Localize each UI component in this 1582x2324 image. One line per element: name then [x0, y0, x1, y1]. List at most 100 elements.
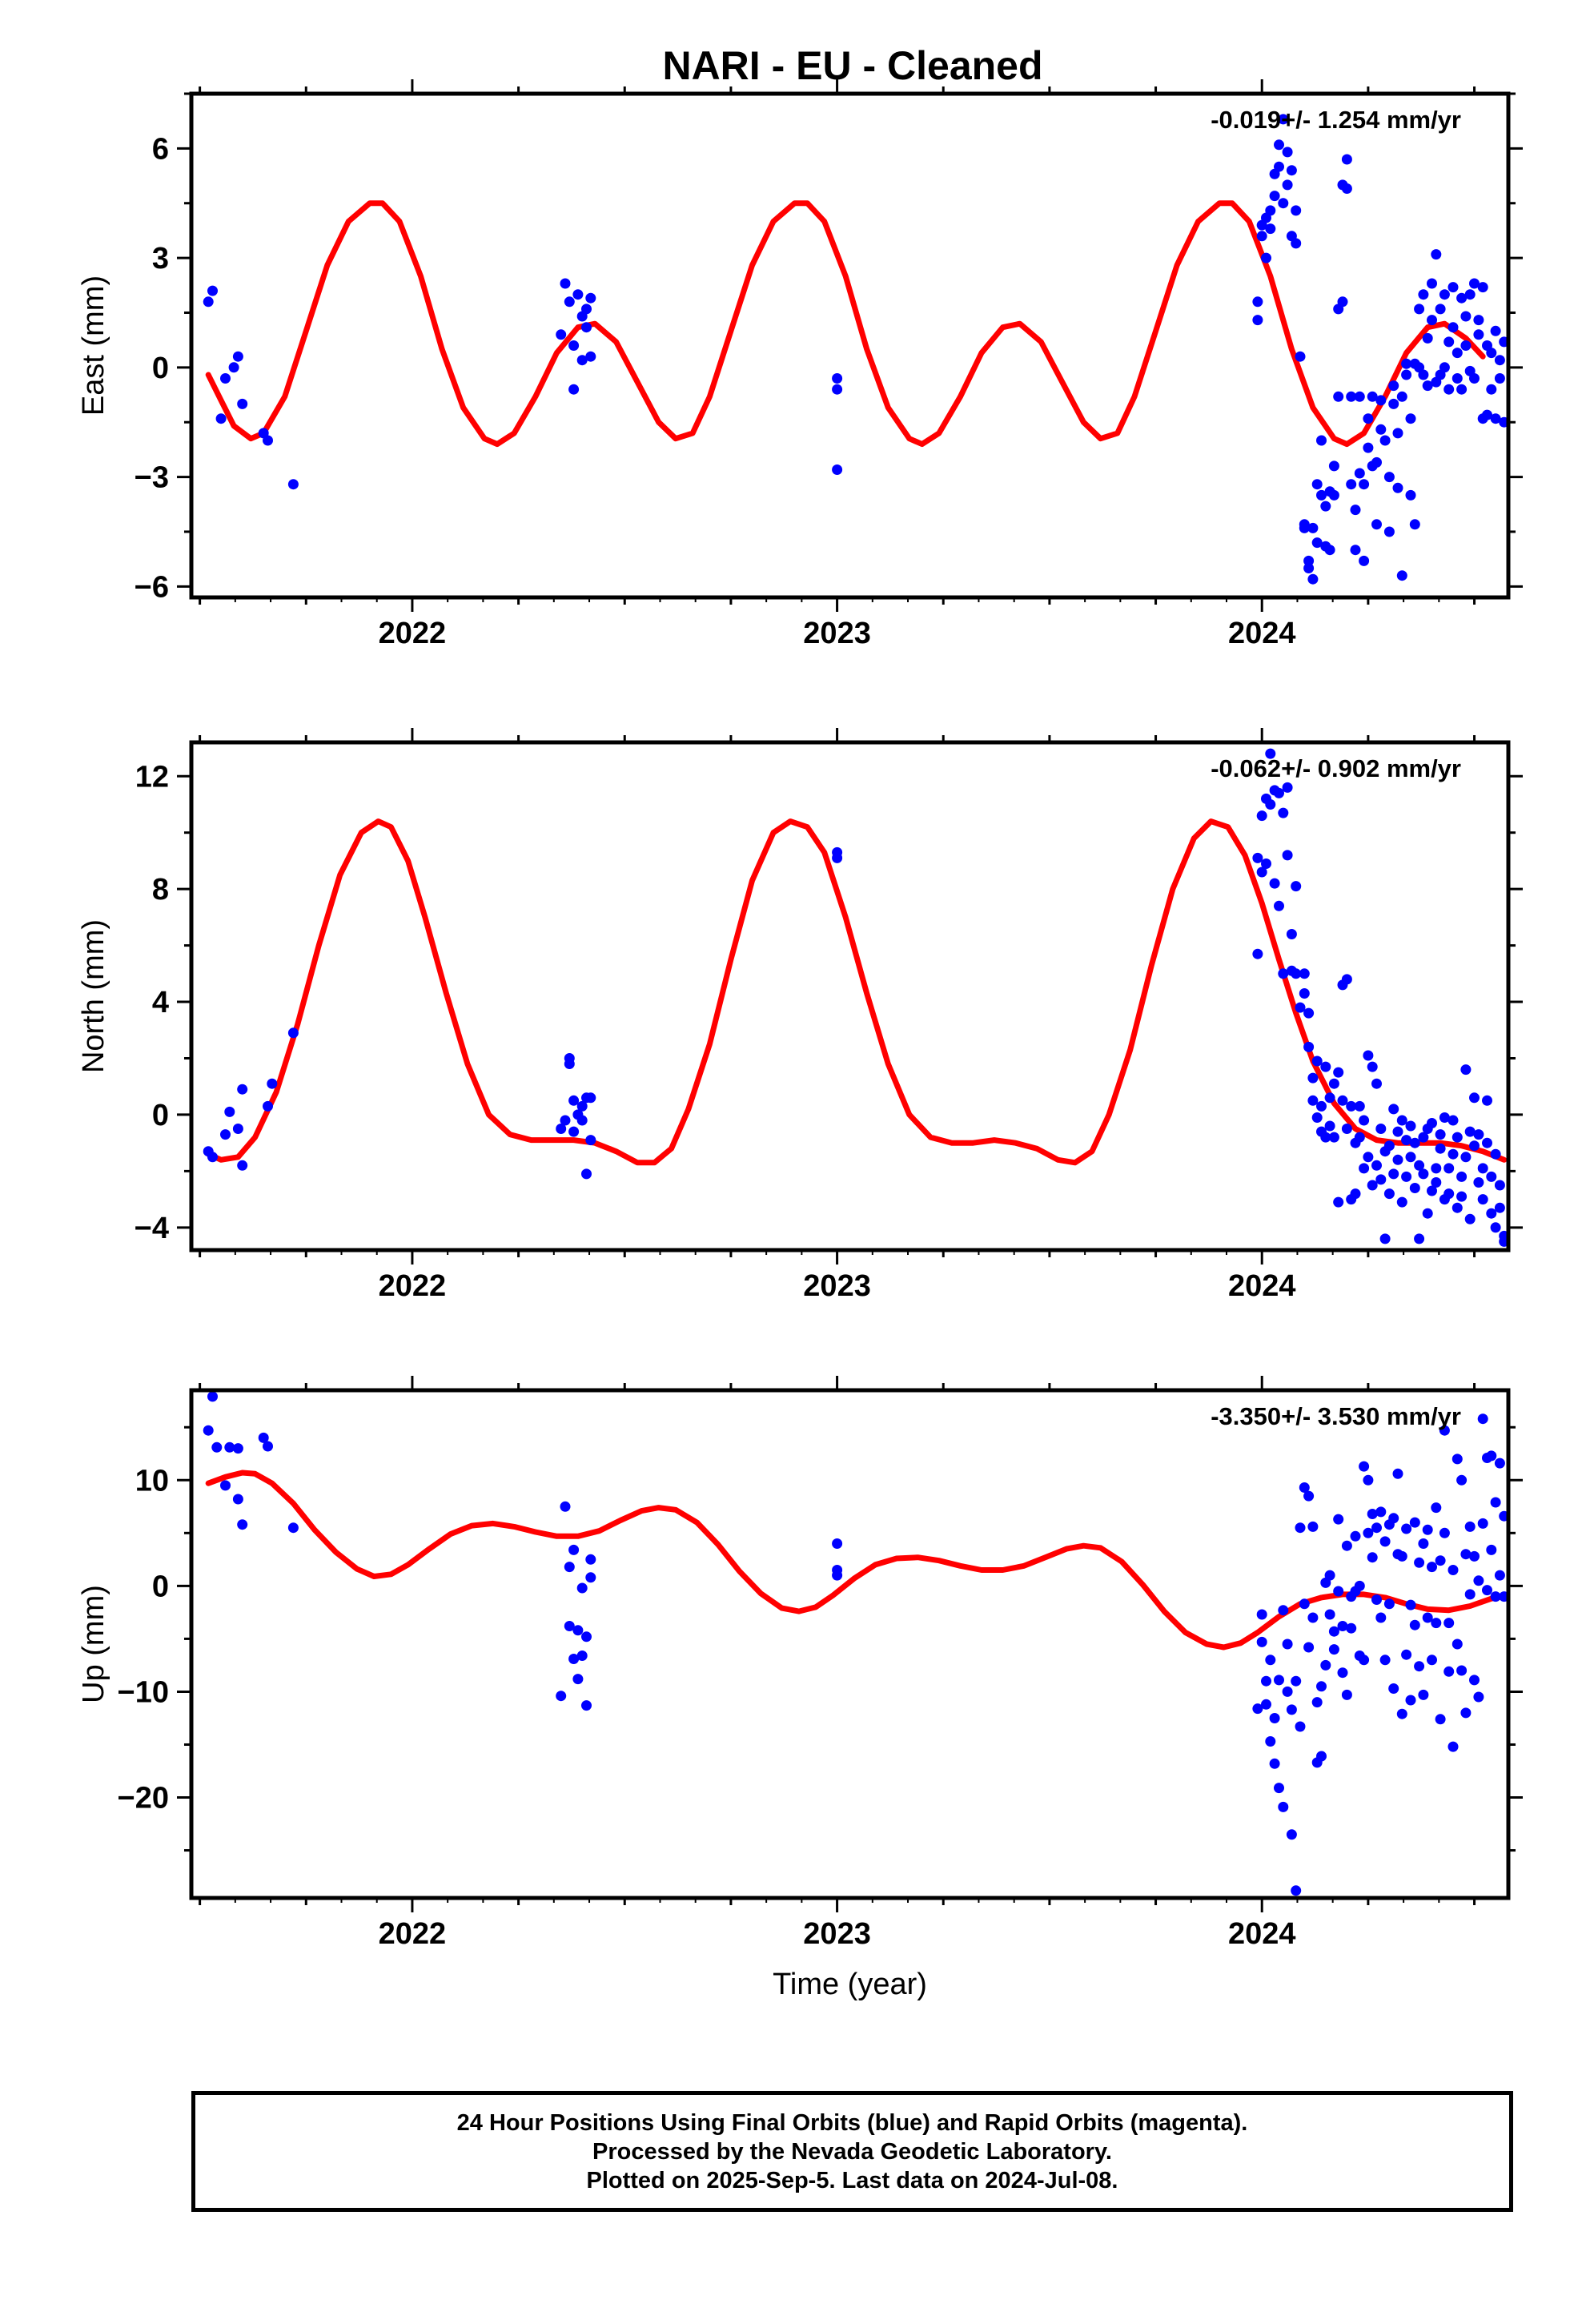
- east-data-point: [1307, 522, 1319, 533]
- up-data-point: [1278, 1801, 1289, 1812]
- up-data-point: [1354, 1580, 1365, 1591]
- up-data-point: [1490, 1591, 1501, 1602]
- east-data-point: [1494, 355, 1505, 366]
- north-data-point: [1256, 810, 1267, 822]
- north-data-point: [232, 1124, 243, 1134]
- up-data-point: [1346, 1622, 1357, 1634]
- east-data-point: [581, 304, 592, 315]
- up-data-point: [1477, 1413, 1488, 1425]
- north-data-point: [1359, 1163, 1370, 1174]
- up-data-point: [1379, 1536, 1391, 1547]
- up-data-point: [1499, 1591, 1508, 1602]
- east-data-point: [207, 285, 218, 296]
- east-data-point: [1269, 191, 1280, 202]
- north-data-point: [1333, 1196, 1344, 1208]
- east-xtick-label: 2024: [1228, 617, 1296, 650]
- east-data-point: [1274, 139, 1284, 151]
- north-data-point: [1452, 1202, 1463, 1213]
- east-data-point: [1499, 336, 1508, 348]
- up-data-point: [1375, 1612, 1387, 1623]
- north-data-point: [1252, 852, 1263, 863]
- north-panel: 2022 2023 2024 −4 0 4 8 12 North (mm) -0.062+/- 0…: [77, 728, 1523, 1303]
- up-data-point: [1418, 1538, 1429, 1549]
- east-data-point: [1311, 537, 1323, 549]
- east-ytick-label: −3: [135, 461, 169, 495]
- up-data-point: [1383, 1598, 1395, 1610]
- east-data-point: [1363, 442, 1374, 453]
- up-data-point: [1473, 1691, 1484, 1703]
- north-data-point: [1307, 1072, 1319, 1084]
- up-data-point: [1486, 1450, 1497, 1462]
- up-data-point: [568, 1544, 580, 1555]
- east-data-point: [1401, 369, 1412, 380]
- north-data-point: [1359, 1115, 1370, 1126]
- north-data-point: [1435, 1143, 1446, 1154]
- east-data-point: [576, 355, 588, 366]
- east-data-point: [1265, 223, 1276, 235]
- up-data-point: [1295, 1522, 1306, 1534]
- up-data-point: [1422, 1524, 1433, 1535]
- north-data-point: [1354, 1132, 1365, 1143]
- east-ytick-label: −6: [135, 570, 169, 604]
- up-xtick-label: 2024: [1228, 1917, 1296, 1951]
- up-data-point: [1427, 1655, 1437, 1666]
- north-data-point: [560, 1115, 571, 1126]
- east-data-point: [1324, 545, 1335, 556]
- east-data-point: [1469, 278, 1480, 289]
- up-rate-label: -3.350+/- 3.530 mm/yr: [1211, 1402, 1461, 1430]
- east-data-point: [1295, 351, 1306, 362]
- north-data-point: [564, 1059, 575, 1069]
- east-data-point: [1371, 519, 1382, 530]
- north-data-point: [1477, 1163, 1488, 1174]
- north-data-point: [1439, 1112, 1450, 1123]
- east-data-point: [1346, 479, 1357, 490]
- north-data-point: [1375, 1174, 1387, 1185]
- north-data-point: [1405, 1152, 1416, 1163]
- north-data-point: [1418, 1168, 1429, 1180]
- east-data-point: [1363, 413, 1374, 424]
- up-data-point: [832, 1538, 843, 1549]
- east-data-point: [581, 322, 592, 333]
- east-data-point: [215, 413, 227, 424]
- east-data-point: [1464, 289, 1476, 300]
- north-data-point: [237, 1084, 248, 1095]
- up-data-point: [556, 1691, 567, 1702]
- up-data-point: [1405, 1599, 1416, 1610]
- east-data-point: [1427, 315, 1437, 326]
- east-data-point: [1435, 304, 1446, 315]
- north-data-point: [1460, 1152, 1472, 1163]
- up-data-point: [1460, 1707, 1472, 1719]
- north-data-point: [1414, 1233, 1425, 1244]
- north-data-point: [1392, 1154, 1403, 1165]
- north-data-point: [576, 1100, 588, 1112]
- east-data-point: [1418, 289, 1429, 300]
- east-data-point: [1379, 435, 1391, 446]
- up-data-point: [581, 1631, 592, 1642]
- north-data-point: [1392, 1126, 1403, 1137]
- north-data-point: [1367, 1061, 1378, 1072]
- up-data-point: [1486, 1544, 1497, 1555]
- north-data-point: [1460, 1064, 1472, 1076]
- north-data-point: [1473, 1129, 1484, 1140]
- east-data-point: [832, 464, 843, 475]
- footer-box: 24 Hour Positions Using Final Orbits (bl…: [191, 2091, 1513, 2212]
- east-data-point: [1388, 398, 1399, 409]
- north-rate-label: -0.062+/- 0.902 mm/yr: [1211, 754, 1461, 782]
- east-plot-area: [203, 114, 1508, 585]
- north-frame: [189, 740, 1511, 1252]
- east-data-point: [1473, 329, 1484, 340]
- north-data-point: [832, 852, 843, 863]
- up-data-point: [1291, 1675, 1302, 1687]
- east-data-point: [1350, 505, 1361, 516]
- east-frame: [189, 91, 1511, 600]
- up-data-point: [1392, 1468, 1403, 1479]
- up-data-point: [1435, 1555, 1446, 1566]
- north-data-point: [1333, 1067, 1344, 1078]
- east-data-point: [1388, 380, 1399, 392]
- up-data-point: [572, 1625, 584, 1636]
- east-data-point: [1443, 336, 1455, 348]
- up-ytick-label: −20: [118, 1782, 169, 1815]
- north-data-point: [1341, 1124, 1352, 1134]
- up-data-point: [1379, 1655, 1391, 1666]
- up-data-point: [1443, 1666, 1455, 1677]
